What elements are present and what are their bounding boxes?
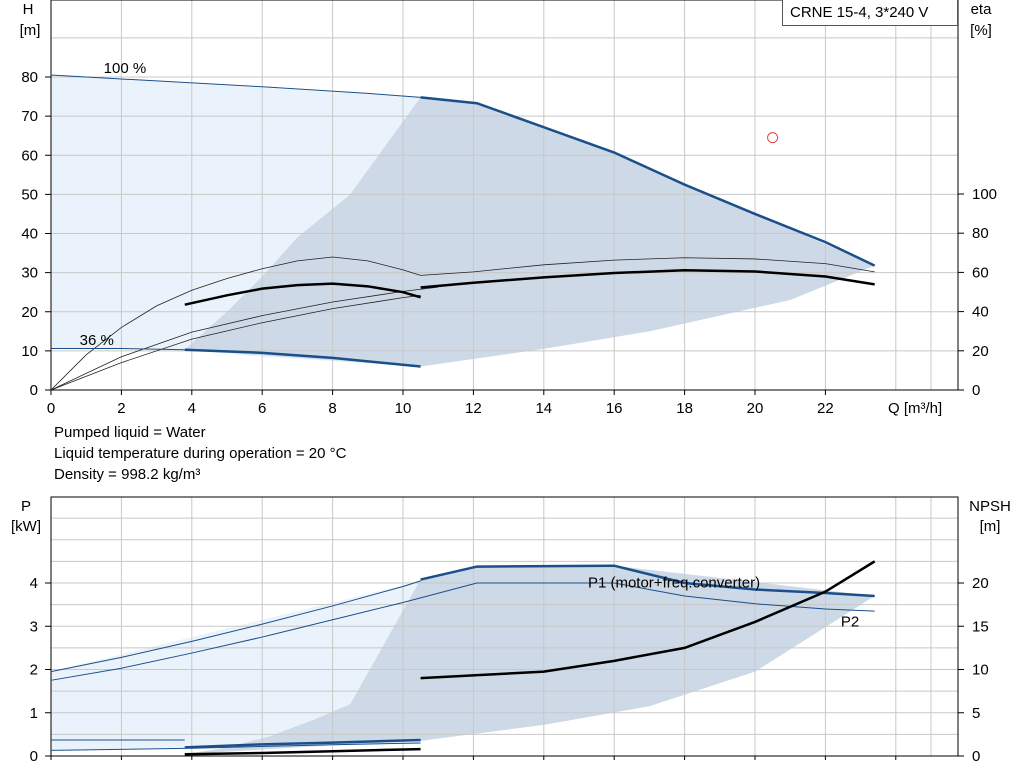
y-axis-title-left: H: [23, 1, 34, 18]
y-tick-label-right: 40: [972, 304, 989, 321]
y-axis-unit-right: [m]: [980, 518, 1001, 535]
npsh-curve-36: [184, 747, 421, 756]
y-axis-unit-left: [m]: [20, 22, 41, 39]
x-tick-label: 18: [676, 400, 693, 417]
p2-curve-36: [50, 742, 421, 751]
head-curve-36: [184, 348, 421, 368]
y-tick-label-left: 1: [30, 705, 38, 722]
operating-point-marker: [767, 132, 779, 144]
head-curve-36-extrapolated: [51, 348, 185, 351]
p2-curve: [50, 582, 875, 681]
shaded-area-operating: [184, 565, 875, 755]
x-tick-label: 4: [188, 400, 196, 417]
y-tick-label-right: 10: [972, 662, 989, 679]
speed-annotation: 100 %: [104, 60, 147, 77]
head-curve-100-extrapolated: [50, 74, 421, 98]
x-tick-label: 0: [47, 400, 55, 417]
y-axis-unit-right: [%]: [970, 22, 992, 39]
x-tick-label: 10: [395, 400, 412, 417]
eta-curve-left: [50, 256, 421, 391]
shaded-area-operating: [184, 97, 875, 367]
y-tick-label-left: 4: [30, 575, 38, 592]
y-tick-label-left: 80: [21, 69, 38, 86]
lower-chart-power-npsh: 0 1 2 3 4 0 5 10 15 20 P [kW] NPSH [m] P1 (motor+freq.…: [11, 496, 1011, 765]
y-tick-label-right: 5: [972, 705, 980, 722]
eta-curve-low: [50, 294, 421, 391]
y-tick-label-right: 0: [972, 382, 980, 399]
y-tick-label-left: 0: [30, 748, 38, 765]
y-axis-title-left: P: [21, 498, 31, 515]
y-tick-label-right: 20: [972, 343, 989, 360]
y-tick-label-right: 80: [972, 225, 989, 242]
eta-curve-100: [420, 269, 875, 289]
y-tick-label-left: 30: [21, 265, 38, 282]
y-tick-label-left: 40: [21, 226, 38, 243]
x-tick-label: 20: [747, 400, 764, 417]
head-curve-100: [420, 96, 876, 267]
y-axis-unit-left: [kW]: [11, 518, 41, 535]
y-tick-label-right: 60: [972, 264, 989, 281]
pump-title: CRNE 15-4, 3*240 V: [782, 0, 958, 26]
y-tick-label-right: 0: [972, 748, 980, 765]
info-liquid-temperature: Liquid temperature during operation = 20…: [54, 445, 347, 462]
shaded-area-light: [51, 580, 421, 751]
y-tick-label-left: 70: [21, 108, 38, 125]
x-tick-label: 14: [535, 400, 552, 417]
info-pumped-liquid: Pumped liquid = Water: [54, 424, 206, 441]
y-tick-label-left: 50: [21, 186, 38, 203]
speed-annotation: 36 %: [80, 332, 114, 349]
info-density: Density = 998.2 kg/m³: [54, 466, 201, 483]
eta-curve-36: [184, 282, 421, 306]
y-axis-title-right: NPSH: [969, 498, 1011, 515]
x-tick-label: 2: [117, 400, 125, 417]
y-tick-label-left: 20: [21, 304, 38, 321]
eta-curve-right: [420, 257, 875, 276]
npsh-curve: [420, 560, 876, 680]
y-tick-label-left: 2: [30, 662, 38, 679]
x-tick-label: 8: [328, 400, 336, 417]
info-block: Pumped liquid = Water Liquid temperature…: [54, 422, 346, 485]
y-tick-label-right: 100: [972, 186, 997, 203]
x-tick-label: 12: [465, 400, 482, 417]
series-label-p2: P2: [841, 613, 859, 630]
y-axis-title-right: eta: [971, 1, 993, 18]
y-tick-label-left: 3: [30, 618, 38, 635]
x-tick-label: 6: [258, 400, 266, 417]
p1-curve-extrapolated: [50, 580, 421, 673]
y-tick-label-left: 10: [21, 343, 38, 360]
upper-chart-head-efficiency: 0 10 20 30 40 50 60 70 80 0 20 40 60 80 100 0 2 4 6 8 10 12 14…: [20, 0, 997, 417]
p1-curve-36: [184, 738, 421, 749]
y-tick-label-left: 0: [30, 382, 38, 399]
chart-frame: [50, 0, 959, 391]
x-axis-label: Q [m³/h]: [888, 400, 942, 417]
x-tick-label: 22: [817, 400, 834, 417]
series-label-p1: P1 (motor+freq.converter): [588, 574, 760, 591]
y-tick-label-left: 60: [21, 147, 38, 164]
y-tick-label-right: 20: [972, 575, 989, 592]
y-tick-label-right: 15: [972, 618, 989, 635]
x-tick-label: 16: [606, 400, 623, 417]
